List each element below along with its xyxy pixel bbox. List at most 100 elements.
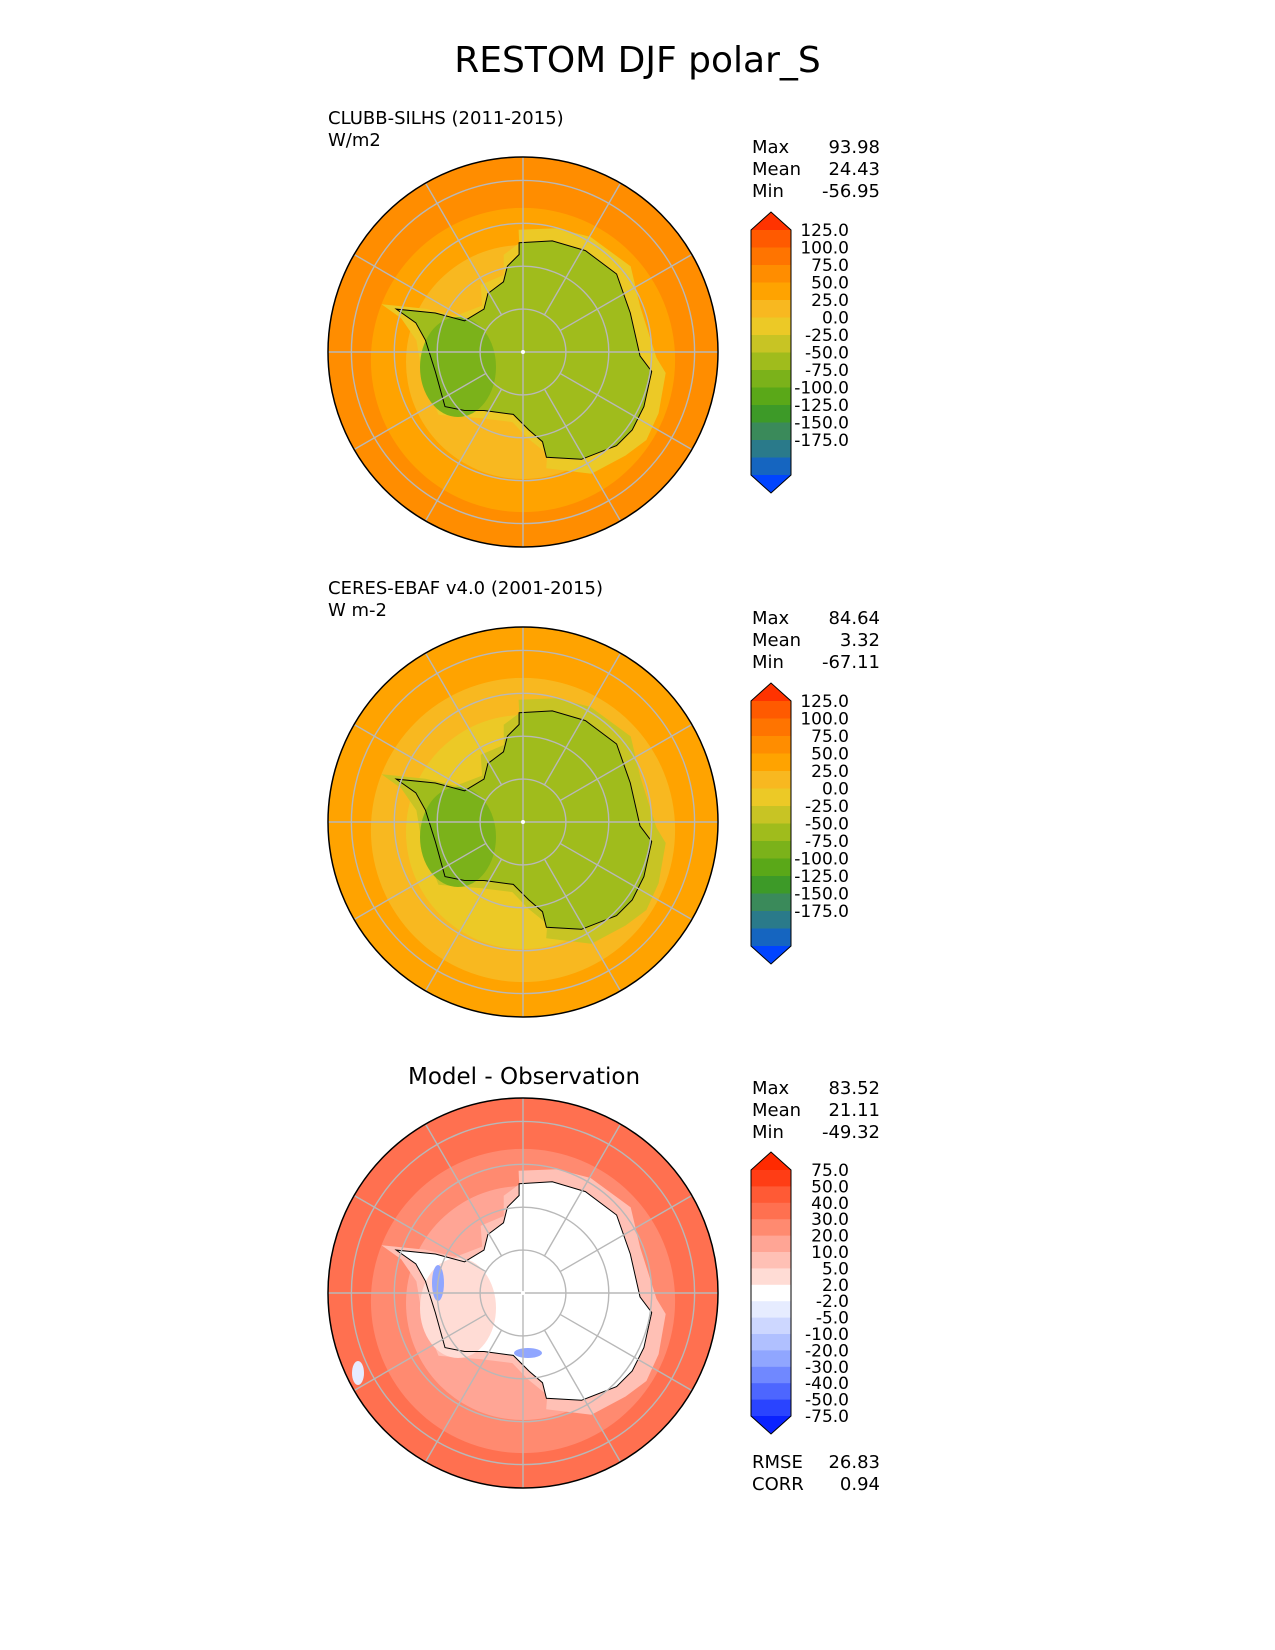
diff-colorbar-tick-label: 30.0 [811, 1210, 849, 1230]
diff-mean-label: Mean [752, 1100, 802, 1121]
model-min-value: -56.95 [821, 181, 880, 202]
obs-colorbar: 125.0100.075.050.025.00.0-25.0-50.0-75.0… [750, 682, 849, 965]
model-colorbar-tick-label: -100.0 [794, 379, 849, 399]
model-colorbar-segment [751, 457, 791, 476]
model-colorbar-segment [751, 300, 791, 318]
diff-colorbar-segment [751, 1268, 791, 1286]
obs-colorbar-segment [751, 928, 791, 947]
diff-meridian [559, 1194, 693, 1273]
model-max-label: Max [752, 137, 790, 158]
diff-colorbar-tick-label: -2.0 [816, 1292, 849, 1312]
diff-colorbar-segment [751, 1317, 791, 1335]
corr-value: 0.94 [839, 1474, 880, 1495]
obs-max-label: Max [752, 608, 790, 629]
obs-colorbar-segment [751, 858, 791, 877]
model-meridian [543, 182, 622, 316]
diff-colorbar-tick-label: 75.0 [811, 1161, 849, 1181]
figure-title: RESTOM DJF polar_S [454, 40, 821, 81]
model-meridian [424, 388, 503, 522]
obs-colorbar-tick-label: -100.0 [794, 850, 849, 870]
obs-colorbar-outline [750, 682, 792, 965]
obs-meridian [543, 858, 622, 992]
diff-colorbar-tick-label: -75.0 [805, 1407, 849, 1427]
diff-meridian [543, 1329, 622, 1463]
model-colorbar-segment [751, 282, 791, 301]
model-meridian [353, 253, 487, 332]
model-colorbar: 125.0100.075.050.025.00.0-25.0-50.0-75.0… [750, 211, 849, 494]
model-colorbar-segment [751, 265, 791, 283]
diff-coastline [394, 1181, 653, 1401]
obs-colorbar-tick-label: 100.0 [800, 710, 849, 730]
model-colorbar-tick-label: -25.0 [805, 326, 849, 346]
model-colorbar-tick-label: 125.0 [800, 221, 849, 241]
model-colorbar-tick-label: -150.0 [794, 414, 849, 434]
obs-colorbar-segment [751, 701, 791, 719]
model-colorbar-tick-label: 0.0 [822, 309, 849, 329]
diff-colorbar-segment [751, 1252, 791, 1269]
obs-colorbar-tick-label: 125.0 [800, 692, 849, 712]
model-colorbar-tick-label: -175.0 [794, 431, 849, 451]
model-colorbar-segment [751, 230, 791, 248]
obs-meridian [353, 842, 487, 921]
diff-colorbar-segment [751, 1350, 791, 1368]
diff-stats: Max 83.52 Mean 21.11 Min -49.32 [752, 1078, 880, 1144]
obs-name: CERES-EBAF v4.0 (2001-2015) [328, 578, 604, 599]
diff-colorbar-segment [751, 1399, 791, 1417]
diff-negative-patch [352, 1361, 364, 1385]
obs-panel-title: CERES-EBAF v4.0 (2001-2015) W m-2 [328, 578, 603, 622]
diff-colorbar-segment [751, 1383, 791, 1401]
diff-colorbar-segment [751, 1334, 791, 1351]
model-colorbar-tick-label: -125.0 [794, 396, 849, 416]
model-map-border [327, 156, 719, 548]
diff-min-label: Min [752, 1122, 784, 1143]
diff-colorbar-tick-label: 10.0 [811, 1243, 849, 1263]
obs-meridian [424, 858, 503, 992]
diff-colorbar-tick-label: -50.0 [805, 1391, 849, 1411]
diff-meridian [559, 1313, 693, 1392]
obs-meridian [559, 842, 693, 921]
model-meridian [559, 253, 693, 332]
obs-colorbar-tick-label: -125.0 [794, 867, 849, 887]
model-colorbar-tick-label: 50.0 [811, 274, 849, 294]
obs-colorbar-top-extend [751, 683, 791, 701]
rmse-label: RMSE [752, 1452, 803, 1473]
obs-units: W m-2 [328, 600, 388, 621]
obs-colorbar-bottom-extend [751, 946, 791, 964]
model-colorbar-segment [751, 247, 791, 266]
model-colorbar-top-extend [751, 212, 791, 230]
diff-colorbar-tick-label: 50.0 [811, 1177, 849, 1197]
obs-colorbar-tick-label: 75.0 [811, 727, 849, 747]
obs-meridian [424, 652, 503, 786]
diff-colorbar-tick-label: -30.0 [805, 1358, 849, 1378]
obs-coastline [394, 710, 653, 930]
model-colorbar-outline [750, 211, 792, 494]
model-colorbar-segment [751, 352, 791, 371]
model-mean-value: 24.43 [828, 159, 880, 180]
model-colorbar-segment [751, 387, 791, 406]
obs-colorbar-segment [751, 753, 791, 772]
obs-colorbar-tick-label: 0.0 [822, 780, 849, 800]
diff-meridian [424, 1329, 503, 1463]
obs-colorbar-tick-label: 25.0 [811, 762, 849, 782]
obs-colorbar-segment [751, 718, 791, 737]
diff-colorbar-tick-label: -20.0 [805, 1341, 849, 1361]
obs-map-field [328, 627, 718, 1017]
diff-meridian [353, 1194, 487, 1273]
diff-metrics: RMSE 26.83 CORR 0.94 [752, 1452, 880, 1496]
obs-meridian [543, 652, 622, 786]
model-meridian [353, 372, 487, 451]
diff-pole-marker [521, 1291, 525, 1295]
diff-colorbar-segment [751, 1170, 791, 1187]
model-coastline [394, 240, 653, 460]
diff-mean-value: 21.11 [828, 1100, 880, 1121]
diff-panel-title: Model - Observation [408, 1064, 641, 1090]
model-max-value: 93.98 [828, 137, 880, 158]
model-colorbar-tick-label: -75.0 [805, 361, 849, 381]
obs-colorbar-segment [751, 736, 791, 754]
obs-colorbar-tick-label: -175.0 [794, 902, 849, 922]
rmse-value: 26.83 [828, 1452, 880, 1473]
model-units: W/m2 [328, 130, 381, 151]
model-name: CLUBB-SILHS (2011-2015) [328, 108, 564, 129]
model-map-field [328, 157, 718, 547]
